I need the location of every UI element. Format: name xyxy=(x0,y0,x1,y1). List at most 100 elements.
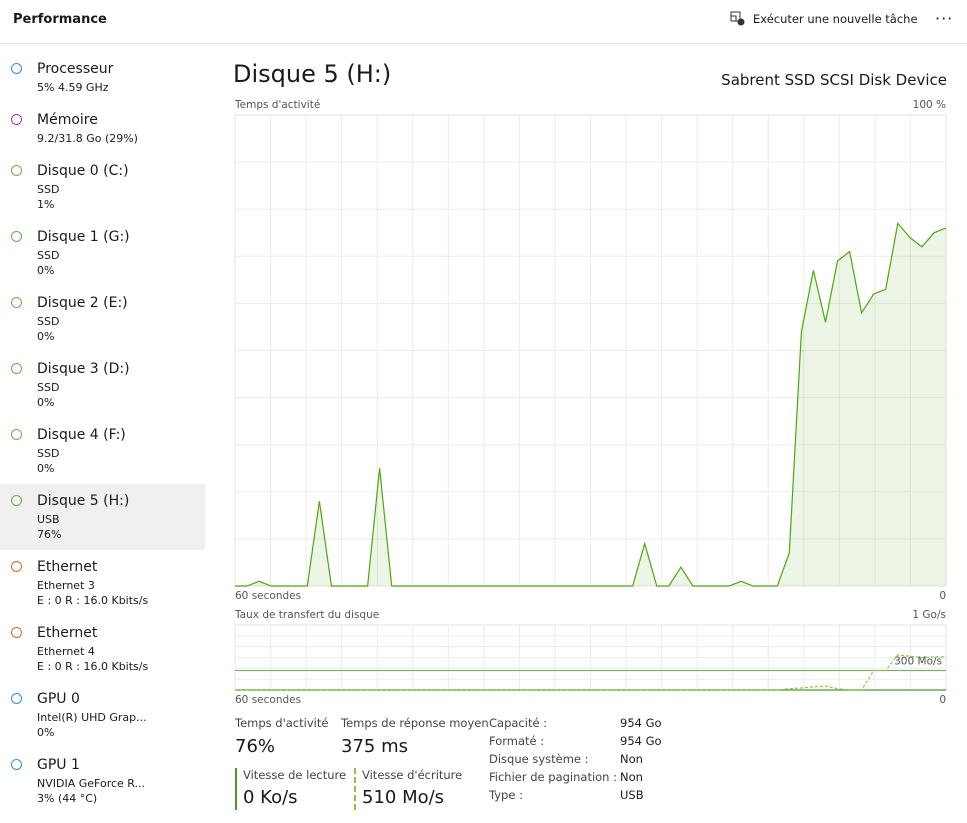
status-icon xyxy=(11,114,22,125)
item-detail: SSD xyxy=(37,447,60,460)
item-detail: 1% xyxy=(37,198,55,211)
speed-block: Vitesse d'écriture 510 Mo/s xyxy=(354,768,466,810)
status-icon xyxy=(11,561,22,572)
stat-label: Temps de réponse moyen xyxy=(341,716,489,730)
sidebar-item[interactable]: Disque 5 (H:) USB 76% xyxy=(0,484,205,550)
status-icon xyxy=(11,429,22,440)
item-detail: 0% xyxy=(37,264,55,277)
activity-area xyxy=(235,223,946,587)
sidebar-item[interactable]: GPU 0 Intel(R) UHD Grap... 0% xyxy=(0,682,205,748)
property-value: 954 Go xyxy=(620,734,662,748)
item-name: Disque 0 (C:) xyxy=(37,163,129,179)
sidebar-item[interactable]: Disque 3 (D:) SSD 0% xyxy=(0,352,205,418)
device-name: Sabrent SSD SCSI Disk Device xyxy=(721,71,947,89)
item-name: Disque 1 (G:) xyxy=(37,229,130,245)
item-detail: Ethernet 3 xyxy=(37,579,95,592)
sidebar-item[interactable]: GPU 1 NVIDIA GeForce R... 3% (44 °C) xyxy=(0,748,205,814)
stat-value: 76% xyxy=(235,736,276,757)
item-detail: E : 0 R : 16.0 Kbits/s xyxy=(37,594,149,607)
item-detail: 9.2/31.8 Go (29%) xyxy=(37,132,138,145)
reference-label: 300 Mo/s xyxy=(894,656,942,668)
sidebar-item[interactable]: Mémoire 9.2/31.8 Go (29%) xyxy=(0,103,205,154)
stat-value: 375 ms xyxy=(341,736,408,757)
property-label: Type : xyxy=(489,788,523,802)
item-name: Disque 3 (D:) xyxy=(37,361,130,377)
item-detail: 0% xyxy=(37,462,55,475)
data-line xyxy=(235,221,947,587)
item-detail: NVIDIA GeForce R... xyxy=(37,777,146,790)
item-name: GPU 0 xyxy=(37,691,80,707)
sidebar-item[interactable]: Ethernet Ethernet 3 E : 0 R : 16.0 Kbits/s xyxy=(0,550,205,616)
property-label: Disque système : xyxy=(489,752,589,766)
header-title: Performance xyxy=(13,12,107,27)
x-axis-label: 60 secondes xyxy=(235,590,301,602)
property-value: 954 Go xyxy=(620,716,662,730)
data-line xyxy=(235,654,946,691)
item-detail: 3% (44 °C) xyxy=(37,792,98,805)
y-tick-label: 0 xyxy=(939,694,946,706)
speed-label: Vitesse de lecture xyxy=(243,768,347,782)
status-icon xyxy=(11,63,22,74)
status-icon xyxy=(11,627,22,638)
sidebar-item[interactable]: Disque 1 (G:) SSD 0% xyxy=(0,220,205,286)
item-detail: SSD xyxy=(37,183,60,196)
sidebar-item[interactable]: Disque 2 (E:) SSD 0% xyxy=(0,286,205,352)
status-icon xyxy=(11,363,22,374)
item-detail: Intel(R) UHD Grap... xyxy=(37,711,147,724)
y-tick-label: 100 % xyxy=(913,99,946,111)
y-tick-label: 1 Go/s xyxy=(912,609,946,621)
status-icon xyxy=(11,297,22,308)
item-name: Mémoire xyxy=(37,112,98,128)
item-detail: 76% xyxy=(37,528,62,541)
property-label: Formaté : xyxy=(489,734,545,748)
sidebar: Processeur 5% 4.59 GHz Mémoire 9.2/31.8 Go … xyxy=(0,52,205,814)
item-name: Disque 4 (F:) xyxy=(37,427,126,443)
disk-title: Disque 5 (H:) xyxy=(233,60,392,88)
header: Performance Exécuter une nouvelle tâche … xyxy=(0,0,967,44)
new-task-label: Exécuter une nouvelle tâche xyxy=(753,11,918,26)
item-name: GPU 1 xyxy=(37,757,80,773)
item-detail: SSD xyxy=(37,249,60,262)
item-detail: SSD xyxy=(37,381,60,394)
property-label: Capacité : xyxy=(489,716,548,730)
new-task-button[interactable]: Exécuter une nouvelle tâche xyxy=(730,11,918,26)
status-icon xyxy=(11,231,22,242)
property-value: Non xyxy=(620,752,643,766)
property-value: USB xyxy=(620,788,644,802)
item-detail: 0% xyxy=(37,726,55,739)
speed-block: Vitesse de lecture 0 Ko/s xyxy=(235,768,347,810)
speed-value: 0 Ko/s xyxy=(243,787,298,808)
item-detail: E : 0 R : 16.0 Kbits/s xyxy=(37,660,149,673)
sidebar-item[interactable]: Disque 4 (F:) SSD 0% xyxy=(0,418,205,484)
speed-value: 510 Mo/s xyxy=(362,787,445,808)
item-detail: 0% xyxy=(37,396,55,409)
item-name: Disque 2 (E:) xyxy=(37,295,128,311)
item-name: Processeur xyxy=(37,61,114,77)
status-icon xyxy=(11,495,22,506)
sidebar-item[interactable]: Processeur 5% 4.59 GHz xyxy=(0,52,205,103)
more-button[interactable]: ··· xyxy=(935,9,954,28)
status-icon xyxy=(11,759,22,770)
charts: Temps d'activité 60 secondes 0 100 % Taux de… xyxy=(234,99,947,706)
new-task-icon xyxy=(730,11,745,26)
speed-label: Vitesse d'écriture xyxy=(362,768,463,782)
property-value: Non xyxy=(620,770,643,784)
chart-title: Temps d'activité xyxy=(234,99,320,111)
item-detail: SSD xyxy=(37,315,60,328)
stat-label: Temps d'activité xyxy=(235,716,329,730)
sidebar-item[interactable]: Disque 0 (C:) SSD 1% xyxy=(0,154,205,220)
item-detail: 0% xyxy=(37,330,55,343)
item-detail: USB xyxy=(37,513,60,526)
status-icon xyxy=(11,693,22,704)
item-name: Ethernet xyxy=(37,559,98,575)
status-icon xyxy=(11,165,22,176)
chart-title: Taux de transfert du disque xyxy=(234,609,379,621)
y-tick-label: 0 xyxy=(939,590,946,602)
sidebar-item[interactable]: Ethernet Ethernet 4 E : 0 R : 16.0 Kbits/s xyxy=(0,616,205,682)
item-name: Ethernet xyxy=(37,625,98,641)
item-name: Disque 5 (H:) xyxy=(37,493,130,509)
property-label: Fichier de pagination : xyxy=(489,770,618,784)
item-detail: Ethernet 4 xyxy=(37,645,95,658)
